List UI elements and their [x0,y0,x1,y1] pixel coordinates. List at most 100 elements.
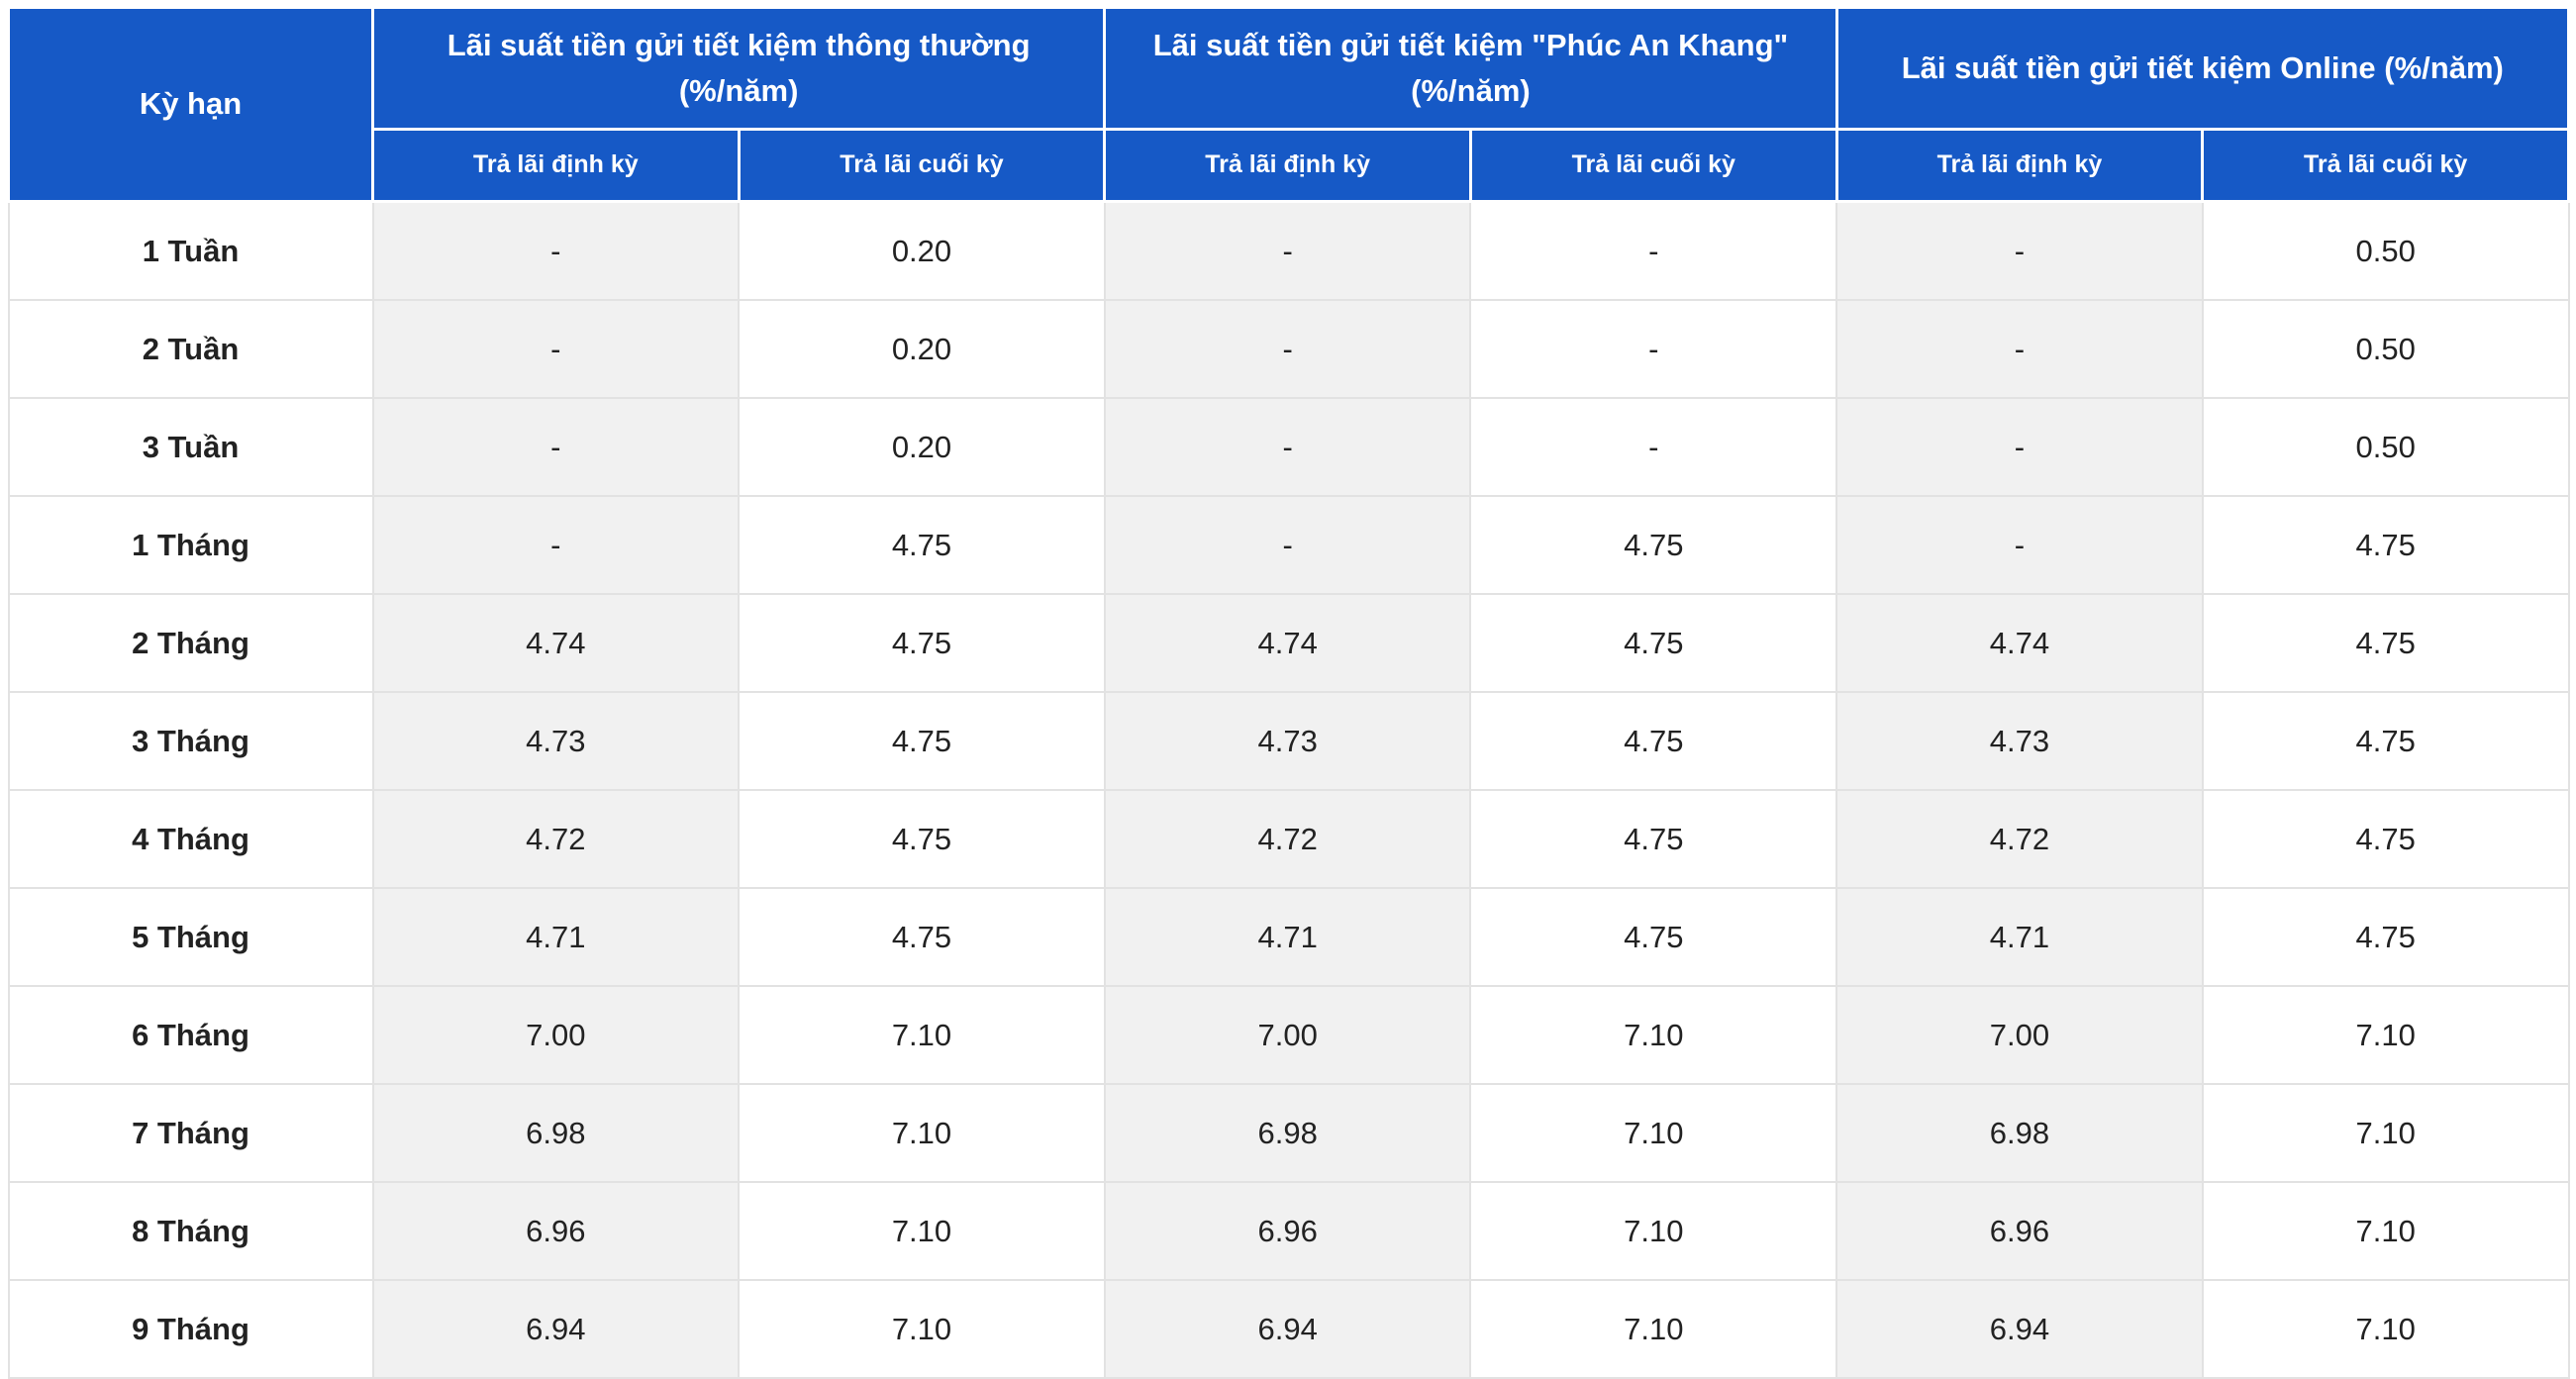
subheader: Trả lãi cuối kỳ [1468,128,1838,203]
rate-cell: 6.94 [1103,1279,1472,1379]
rate-cell: 4.75 [1469,887,1838,987]
rate-cell: 7.10 [1469,1181,1838,1281]
table-row: 3 Tháng 4.73 4.75 4.73 4.75 4.73 4.75 [7,691,2570,791]
rate-cell: 4.74 [1835,593,2204,693]
rate-cell: 7.10 [738,1279,1106,1379]
rate-cell: 7.10 [2201,985,2570,1085]
group-header: Lãi suất tiền gửi tiết kiệm Online (%/nă… [1834,6,2571,131]
rate-cell: - [1835,495,2204,595]
rate-cell: 4.75 [738,593,1106,693]
rate-cell: 4.73 [1835,691,2204,791]
rate-cell: - [1469,397,1838,497]
rate-cell: 4.75 [1469,593,1838,693]
rate-cell: 7.00 [1103,985,1472,1085]
rate-cell: 4.71 [371,887,741,987]
rate-cell: 6.98 [371,1083,741,1183]
rate-cell: 4.75 [2201,887,2570,987]
rate-cell: 4.75 [738,887,1106,987]
rate-cell: 6.96 [371,1181,741,1281]
rate-cell: - [1835,397,2204,497]
term-header: Kỳ hạn [7,6,374,203]
subheader: Trả lãi định kỳ [1834,128,2205,203]
rate-cell: 0.50 [2201,299,2570,399]
term-cell: 3 Tuần [7,397,374,497]
rate-cell: 4.74 [371,593,741,693]
rate-cell: - [1835,200,2204,301]
rate-cell: - [1103,200,1472,301]
rate-cell: 4.72 [371,789,741,889]
group-header: Lãi suất tiền gửi tiết kiệm thông thường… [370,6,1107,131]
rate-cell: 4.75 [1469,495,1838,595]
rate-cell: 7.00 [1835,985,2204,1085]
term-cell: 1 Tháng [7,495,374,595]
subheader-row: Trả lãi định kỳ Trả lãi cuối kỳ Trả lãi đị… [9,128,2570,203]
rate-cell: - [1103,299,1472,399]
term-cell: 4 Tháng [7,789,374,889]
table-row: 6 Tháng 7.00 7.10 7.00 7.10 7.00 7.10 [7,985,2570,1085]
rate-cell: - [371,299,741,399]
term-cell: 1 Tuần [7,200,374,301]
rate-cell: 6.96 [1835,1181,2204,1281]
header-row: Kỳ hạn Lãi suất tiền gửi tiết kiệm thông … [7,6,2571,203]
subheader: Trả lãi định kỳ [371,128,741,203]
term-cell: 6 Tháng [7,985,374,1085]
rate-cell: 7.10 [2201,1083,2570,1183]
table-row: 3 Tuần -0.20- - -0.50 [7,397,2570,497]
subheader: Trả lãi cuối kỳ [737,128,1107,203]
rate-cell: - [1103,397,1472,497]
term-cell: 8 Tháng [7,1181,374,1281]
rate-cell: 4.71 [1835,887,2204,987]
rate-cell: 7.10 [2201,1181,2570,1281]
table-row: 9 Tháng 6.94 7.10 6.94 7.10 6.94 7.10 [7,1279,2570,1379]
subheader: Trả lãi định kỳ [1103,128,1472,203]
rate-cell: 6.94 [1835,1279,2204,1379]
rate-cell: 6.98 [1103,1083,1472,1183]
rate-cell: 0.20 [738,397,1106,497]
table-row: 5 Tháng 4.71 4.75 4.71 4.75 4.71 4.75 [7,887,2570,987]
rate-cell: 4.71 [1103,887,1472,987]
rate-cell: 7.10 [738,1181,1106,1281]
term-cell: 3 Tháng [7,691,374,791]
table-row: 2 Tháng 4.74 4.75 4.74 4.75 4.74 4.75 [7,593,2570,693]
rate-cell: 4.74 [1103,593,1472,693]
rate-cell: 4.75 [2201,495,2570,595]
rate-cell: 4.75 [738,495,1106,595]
table-row: 1 Tuần -0.20- - -0.50 [7,200,2570,301]
rate-cell: 4.75 [1469,691,1838,791]
rate-cell: 6.98 [1835,1083,2204,1183]
rate-cell: 4.73 [371,691,741,791]
term-cell: 2 Tuần [7,299,374,399]
rate-cell: 7.10 [738,1083,1106,1183]
rate-table: Kỳ hạn Lãi suất tiền gửi tiết kiệm thông … [7,6,2571,1379]
table-row: 1 Tháng -4.75-4.75-4.75 [7,495,2570,595]
rate-cell: 0.20 [738,299,1106,399]
table-row: 7 Tháng 6.98 7.10 6.98 7.10 6.98 7.10 [7,1083,2570,1183]
rate-cell: 7.10 [2201,1279,2570,1379]
rate-cell: 0.50 [2201,200,2570,301]
rate-cell: 0.20 [738,200,1106,301]
rate-cell: 4.75 [2201,593,2570,693]
term-cell: 9 Tháng [7,1279,374,1379]
rate-cell: 7.00 [371,985,741,1085]
rate-cell: 4.75 [738,789,1106,889]
rate-cell: - [1469,200,1838,301]
table-row: 8 Tháng 6.96 7.10 6.96 7.10 6.96 7.10 [7,1181,2570,1281]
rate-cell: - [371,200,741,301]
rate-cell: 4.75 [738,691,1106,791]
rate-cell: 7.10 [738,985,1106,1085]
group-header: Lãi suất tiền gửi tiết kiệm "Phúc An Kha… [1103,6,1838,131]
rate-cell: 4.75 [2201,691,2570,791]
table-body: 1 Tuần -0.20- - -0.50 2 Tuần -0.20- - -0.50 3 Tu… [7,200,2570,1379]
rate-cell: 4.75 [2201,789,2570,889]
rate-cell: - [371,495,741,595]
term-cell: 2 Tháng [7,593,374,693]
rate-cell: 7.10 [1469,1279,1838,1379]
table-row: 4 Tháng 4.72 4.75 4.72 4.75 4.72 4.75 [7,789,2570,889]
rate-cell: - [1469,299,1838,399]
subheader: Trả lãi cuối kỳ [2201,128,2570,203]
table-row: 2 Tuần -0.20- - -0.50 [7,299,2570,399]
rate-cell: 6.94 [371,1279,741,1379]
rate-cell: - [1103,495,1472,595]
rate-cell: 7.10 [1469,985,1838,1085]
rate-cell: 4.72 [1835,789,2204,889]
